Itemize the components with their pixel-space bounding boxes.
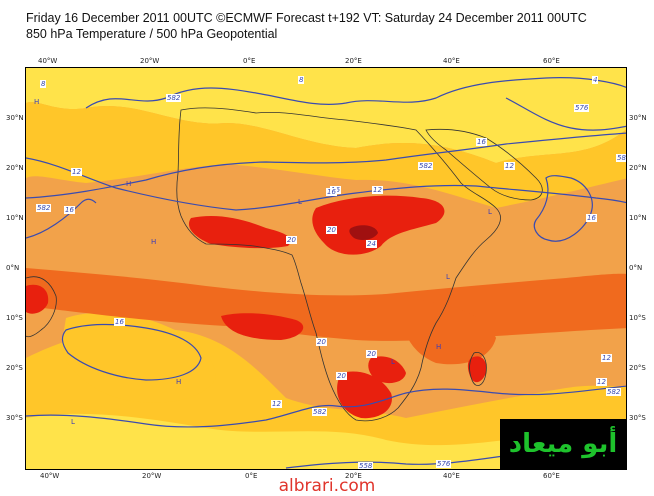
- geopotential-contour-label: 558: [358, 462, 374, 470]
- temperature-contour-label: 12: [596, 378, 607, 386]
- site-watermark: albrari.com: [278, 476, 376, 496]
- lon-label-top: 40°E: [443, 57, 460, 65]
- geopotential-contour: [61, 323, 202, 381]
- lon-label-bottom: 40°E: [443, 472, 460, 480]
- geopotential-contour-label: 582: [418, 162, 434, 170]
- temperature-contour-label: 16: [476, 138, 487, 146]
- temperature-contour-label: 12: [504, 162, 515, 170]
- very-hot-region: [26, 284, 49, 314]
- coastline: [176, 107, 501, 422]
- temperature-contour-label: 12: [71, 168, 82, 176]
- geopotential-contour-label: 582: [606, 388, 622, 396]
- geopotential-contour-label: 576: [436, 460, 452, 468]
- lon-label-bottom: 60°E: [543, 472, 560, 480]
- temperature-contour-label: 20: [286, 236, 297, 244]
- pressure-mark: L: [446, 273, 450, 281]
- pressure-mark: H: [34, 98, 40, 106]
- weather-map: 582 582 582 576 582 582 582 576 558 8 8 12 12 12 16 16 1…: [25, 67, 627, 470]
- pressure-mark: H: [126, 180, 132, 188]
- pressure-mark: L: [391, 358, 395, 366]
- coastline: [26, 276, 57, 338]
- geopotential-contour-label: 582: [312, 408, 328, 416]
- pressure-mark: L: [71, 418, 75, 426]
- lat-label-right: 30°S: [629, 414, 646, 422]
- lat-label-right: 30°N: [629, 114, 647, 122]
- lat-label-left: 0°N: [6, 264, 20, 272]
- temperature-contour-label: 12: [601, 354, 612, 362]
- lon-label-bottom: 20°E: [345, 472, 362, 480]
- lat-label-left: 20°N: [6, 164, 24, 172]
- very-hot-region: [312, 195, 445, 255]
- geopotential-contour-label: 582: [36, 204, 52, 212]
- temperature-contour-label: 20: [316, 338, 327, 346]
- lon-label-top: 60°E: [543, 57, 560, 65]
- lon-label-bottom: 0°E: [245, 472, 258, 480]
- cold-region: [26, 413, 626, 469]
- temperature-contour-label: 12: [271, 400, 282, 408]
- lon-label-top: 20°W: [140, 57, 160, 65]
- temperature-contour-label: 8: [40, 80, 47, 88]
- temperature-contour-label: 16: [64, 206, 75, 214]
- temperature-contour-label: 16: [326, 188, 337, 196]
- geopotential-contour-label: 576: [574, 104, 590, 112]
- geopotential-contour: [533, 175, 593, 242]
- temperature-contour-label: 16: [586, 214, 597, 222]
- lon-label-top: 40°W: [38, 57, 58, 65]
- lon-label-top: 0°E: [243, 57, 256, 65]
- forecast-subtitle: 850 hPa Temperature / 500 hPa Geopotenti…: [26, 27, 278, 41]
- very-hot-region: [188, 216, 291, 249]
- lat-label-left: 30°S: [6, 414, 23, 422]
- geopotential-contour: [505, 97, 626, 131]
- lat-label-left: 20°S: [6, 364, 23, 372]
- coastline: [469, 351, 487, 386]
- temperature-contour-label: 20: [366, 350, 377, 358]
- forecast-title: Friday 16 December 2011 00UTC ©ECMWF For…: [26, 11, 587, 25]
- pressure-mark: L: [488, 208, 492, 216]
- lat-label-right: 20°N: [629, 164, 647, 172]
- temperature-contour-label: 4: [592, 76, 599, 84]
- mild-region: [61, 312, 216, 403]
- geopotential-contour: [26, 132, 626, 199]
- geopotential-contour: [26, 385, 626, 428]
- pressure-mark: H: [436, 343, 442, 351]
- pressure-mark: H: [151, 238, 157, 246]
- mild-region: [26, 102, 626, 208]
- lat-label-left: 10°N: [6, 214, 24, 222]
- lat-label-left: 10°S: [6, 314, 23, 322]
- temperature-contour-label: 20: [336, 372, 347, 380]
- lat-label-right: 10°S: [629, 314, 646, 322]
- temperature-contour: [26, 157, 626, 211]
- pressure-mark: L: [298, 198, 302, 206]
- temperature-contour-label: 8: [298, 76, 305, 84]
- geopotential-contour-label: 582: [616, 154, 626, 162]
- temperature-contour-label: 20: [326, 226, 337, 234]
- lat-label-right: 0°N: [629, 264, 643, 272]
- very-hot-region: [368, 356, 406, 384]
- pressure-mark: H: [176, 378, 182, 386]
- temperature-contour-label: 16: [114, 318, 125, 326]
- geopotential-contour-label: 582: [166, 94, 182, 102]
- lat-label-right: 10°N: [629, 214, 647, 222]
- lat-label-right: 20°S: [629, 364, 646, 372]
- map-header: Friday 16 December 2011 00UTC ©ECMWF For…: [26, 10, 587, 42]
- lat-label-left: 30°N: [6, 114, 24, 122]
- lon-label-bottom: 20°W: [142, 472, 162, 480]
- lon-label-top: 20°E: [345, 57, 362, 65]
- temperature-contour-label: 12: [372, 186, 383, 194]
- temperature-contour: [26, 198, 97, 239]
- very-hot-region: [221, 313, 304, 340]
- very-hot-region: [467, 356, 487, 383]
- watermark-logo: أبو ميعاد: [500, 419, 626, 469]
- extreme-heat-core: [349, 225, 378, 241]
- temperature-contour-label: 24: [366, 240, 377, 248]
- lon-label-bottom: 40°W: [40, 472, 60, 480]
